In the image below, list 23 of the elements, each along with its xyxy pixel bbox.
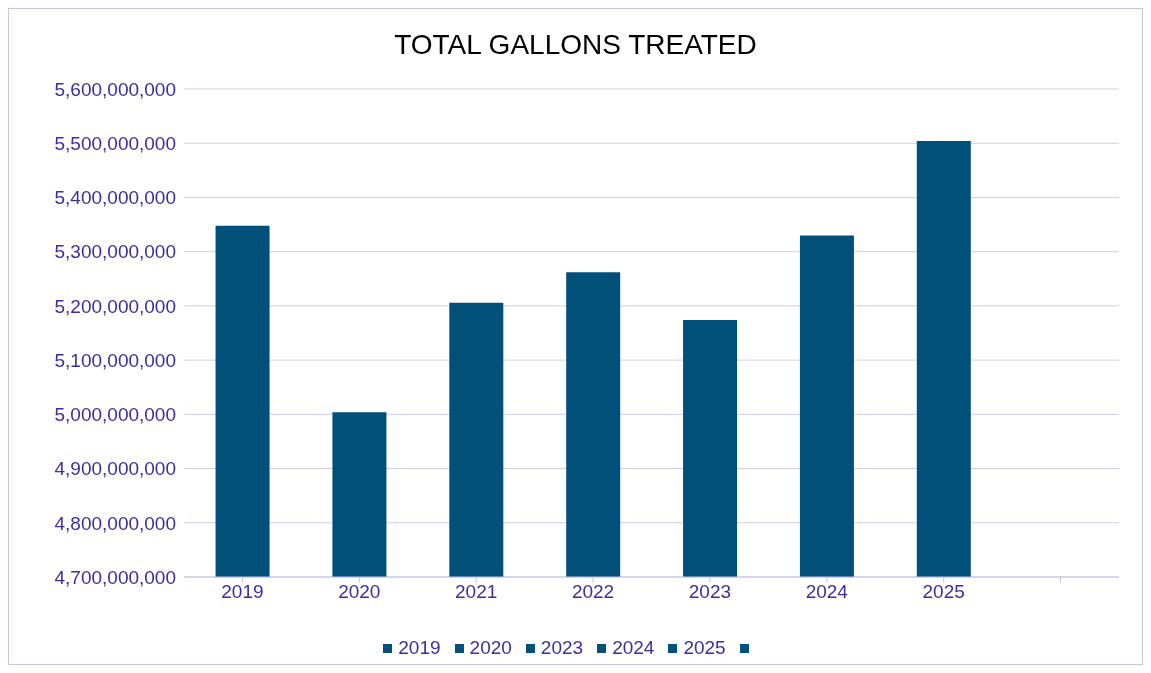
y-tick-label: 5,000,000,000 (54, 404, 176, 426)
legend-label: 2019 (398, 637, 441, 659)
y-tick-label: 4,700,000,000 (54, 566, 176, 588)
x-tick-label: 2022 (571, 581, 615, 603)
x-tick-label: 2023 (688, 581, 732, 603)
y-tick-label: 5,200,000,000 (54, 295, 176, 317)
x-tick-label: 2025 (922, 581, 965, 603)
x-tick-label: 2020 (338, 581, 381, 603)
y-tick-label: 5,400,000,000 (54, 187, 176, 209)
y-tick-label: 5,100,000,000 (54, 349, 176, 371)
y-tick-label: 4,800,000,000 (54, 512, 176, 534)
y-tick-label: 4,900,000,000 (54, 458, 176, 480)
x-tick-label: 2019 (221, 581, 264, 603)
legend-label: 2024 (612, 637, 655, 659)
x-tick-label: 2024 (805, 581, 849, 603)
legend-label: 2020 (469, 637, 512, 659)
chart-title: TOTAL GALLONS TREATED (393, 28, 758, 62)
legend-label: 2025 (683, 637, 726, 659)
legend-label: 2023 (540, 637, 584, 659)
y-tick-label: 5,300,000,000 (54, 241, 176, 263)
y-tick-label: 5,500,000,000 (54, 132, 176, 154)
y-tick-label: 5,600,000,000 (54, 78, 176, 100)
x-tick-label: 2021 (455, 581, 498, 603)
